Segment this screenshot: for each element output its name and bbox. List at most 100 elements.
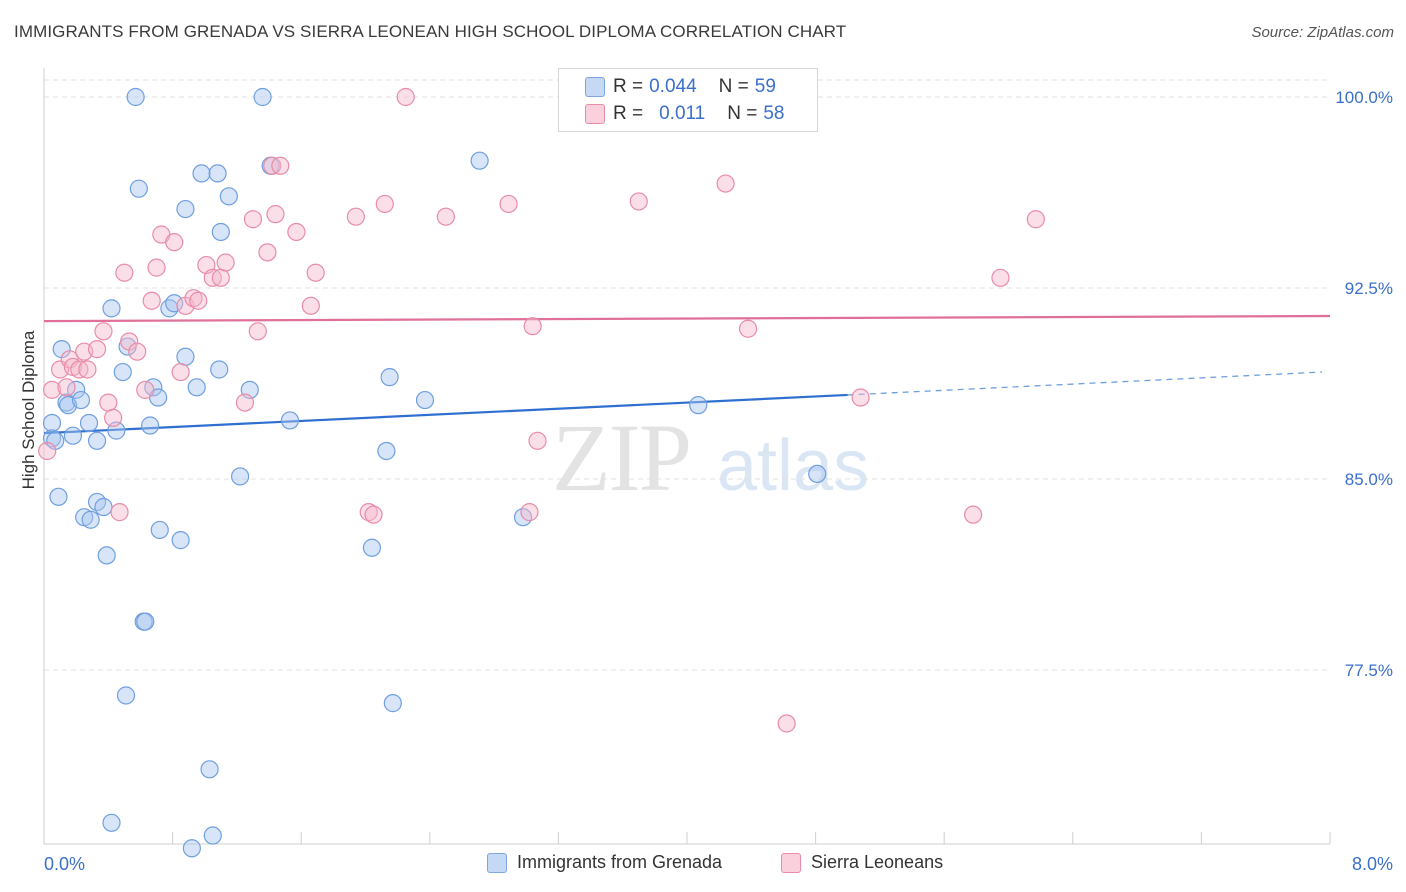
x-tick-label: 8.0% [1352,854,1393,874]
point-sierra-leone [171,362,190,382]
point-grenada [102,299,121,318]
point-sierra-leone [271,156,290,175]
trend-line-sierra-leone [43,314,1331,323]
point-grenada [49,487,68,506]
point-sierra-leone [243,210,263,229]
n-label: N = [727,103,758,124]
point-sierra-leone [266,205,285,224]
point-grenada [280,411,300,430]
point-grenada [253,87,272,107]
point-grenada [219,187,238,206]
point-grenada [203,826,222,845]
point-grenada [42,413,62,433]
point-grenada [126,87,145,107]
point-grenada [140,416,160,435]
point-grenada [63,426,83,445]
point-sierra-leone [629,192,648,211]
point-sierra-leone [258,243,277,262]
legend-swatch-grenada [487,852,507,873]
point-sierra-leone [42,380,62,399]
grid [44,79,1330,671]
point-sierra-leone [235,393,255,412]
point-grenada [87,431,107,450]
point-sierra-leone [87,340,107,359]
point-sierra-leone [436,207,455,226]
point-grenada [129,179,148,198]
legend-item-sierra-leone[interactable]: Sierra Leoneans [781,852,943,873]
point-grenada [113,362,132,382]
legend-swatch-sierra-leone [585,104,605,124]
chart-source: Source: ZipAtlas.com [1251,24,1394,41]
point-sierra-leone [189,291,208,310]
legend-label-grenada: Immigrants from Grenada [517,852,723,872]
point-grenada [94,497,113,517]
y-tick-label: 92.5% [1345,279,1393,298]
legend-label-sierra-leone: Sierra Leoneans [811,852,944,872]
point-grenada [97,546,116,565]
point-sierra-leone [94,322,113,341]
watermark-atlas: atlas [717,426,869,506]
point-sierra-leone [211,268,230,287]
point-grenada [377,441,396,461]
point-sierra-leone [1026,210,1045,229]
point-grenada [380,368,399,387]
point-grenada [79,413,99,433]
legend-swatch-sierra-leone [781,852,801,873]
r-value-sierra-leone: 0.011 [659,103,706,124]
y-tick-label: 85.0% [1345,470,1393,489]
point-grenada [362,538,382,557]
point-sierra-leone [99,393,118,412]
watermark: ZIP atlas [552,404,869,511]
point-grenada [470,151,489,170]
y-tick-labels: 77.5% 85.0% 92.5% 100.0% [1335,88,1393,680]
point-sierra-leone [78,360,97,379]
n-label: N = [718,76,749,97]
point-sierra-leone [115,263,134,282]
point-sierra-leone [142,291,161,310]
point-sierra-leone [738,319,758,338]
point-sierra-leone [248,322,267,341]
trend-lines [43,314,1331,435]
point-grenada [415,390,435,410]
point-grenada [808,464,827,484]
point-grenada [176,347,195,366]
point-grenada [116,686,136,705]
point-sierra-leone [184,289,203,308]
point-grenada [200,760,219,779]
point-sierra-leone [523,317,542,336]
stats-row-grenada: R = 0.044 N = 59 [585,75,776,99]
point-sierra-leone [520,503,539,522]
point-sierra-leone [364,505,383,524]
stats-row-sierra-leone: R = 0.011 N = 58 [585,102,785,126]
legend-item-grenada[interactable]: Immigrants from Grenada [487,852,722,873]
point-sierra-leone [104,408,123,427]
point-sierra-leone [57,378,76,397]
watermark-zip: ZIP [552,404,690,511]
trend-line-grenada [43,393,848,435]
r-label: R = [613,103,644,124]
point-sierra-leone [306,263,325,282]
point-sierra-leone [136,380,155,399]
point-sierra-leone [528,431,547,450]
point-sierra-leone [128,342,147,361]
point-grenada [81,510,100,529]
r-label: R = [613,76,644,97]
point-sierra-leone [147,258,166,277]
trend-line-grenada-extension [847,371,1322,396]
point-sierra-leone [216,253,235,272]
point-sierra-leone [777,714,796,733]
n-value-grenada: 59 [754,76,776,97]
point-grenada [192,164,211,183]
point-sierra-leone [851,388,870,407]
point-grenada [176,199,195,219]
point-sierra-leone [110,503,129,522]
point-sierra-leone [346,207,365,226]
point-grenada [102,813,121,832]
point-sierra-leone [964,505,983,524]
point-sierra-leone [287,222,306,242]
point-sierra-leone [359,503,378,522]
point-grenada [165,294,184,313]
point-grenada [182,839,201,858]
point-sierra-leone [165,233,184,252]
